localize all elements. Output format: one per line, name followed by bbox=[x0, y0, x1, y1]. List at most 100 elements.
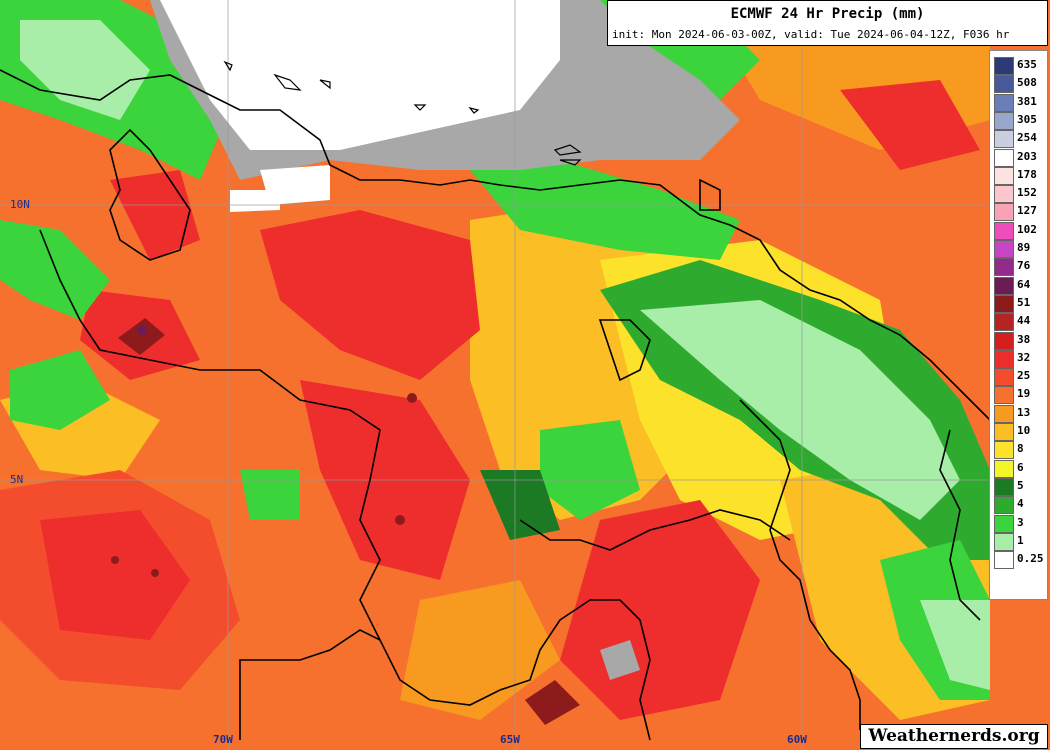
legend-row: 3 bbox=[990, 514, 1049, 533]
legend-label: 152 bbox=[1017, 186, 1037, 200]
legend-swatch bbox=[994, 368, 1014, 387]
legend-row: 127 bbox=[990, 203, 1049, 222]
trinidad bbox=[699, 178, 721, 211]
legend-label: 8 bbox=[1017, 442, 1024, 456]
legend-swatch bbox=[994, 404, 1014, 423]
legend-swatch bbox=[994, 386, 1014, 405]
legend-label: 178 bbox=[1017, 167, 1037, 181]
legend-label: 127 bbox=[1017, 204, 1037, 218]
lon-label-60w: 60W bbox=[787, 733, 807, 746]
legend-swatch bbox=[994, 313, 1014, 332]
legend-label: 381 bbox=[1017, 94, 1037, 108]
map-title-box: ECMWF 24 Hr Precip (mm) init: Mon 2024-0… bbox=[607, 0, 1048, 46]
legend-row: 635 bbox=[990, 57, 1049, 75]
guyana-suriname-border bbox=[939, 429, 981, 621]
legend-row: 44 bbox=[990, 313, 1049, 332]
legend-label: 32 bbox=[1017, 350, 1031, 364]
legend-label: 1 bbox=[1017, 533, 1024, 547]
legend-swatch bbox=[994, 551, 1014, 570]
legend-swatch bbox=[994, 331, 1014, 350]
legend-swatch bbox=[994, 496, 1014, 515]
legend-row: 254 bbox=[990, 130, 1049, 149]
legend-row: 5 bbox=[990, 477, 1049, 496]
map-subtitle: init: Mon 2024-06-03-00Z, valid: Tue 202… bbox=[612, 28, 1010, 41]
legend-swatch bbox=[994, 203, 1014, 222]
legend-swatch bbox=[994, 240, 1014, 258]
maracaibo-lake bbox=[109, 128, 191, 261]
legend-swatch bbox=[994, 130, 1014, 149]
legend-label: 38 bbox=[1017, 332, 1031, 346]
legend-label: 0.25 bbox=[1017, 552, 1044, 566]
legend-swatch bbox=[994, 75, 1014, 94]
legend-row: 25 bbox=[990, 368, 1049, 387]
coastlines-borders bbox=[0, 69, 991, 741]
legend-label: 44 bbox=[1017, 314, 1031, 328]
map-title: ECMWF 24 Hr Precip (mm) bbox=[730, 6, 925, 22]
brazil-border bbox=[519, 509, 791, 551]
legend-row: 38 bbox=[990, 331, 1049, 350]
lat-label-10n: 10N bbox=[10, 198, 30, 211]
legend-row: 102 bbox=[990, 221, 1049, 240]
precip-legend: 635 508 381 305 254 203 178 152 127 102 89 76 64 51 44… bbox=[989, 50, 1048, 600]
legend-label: 76 bbox=[1017, 259, 1031, 273]
legend-swatch bbox=[994, 93, 1014, 112]
legend-swatch bbox=[994, 423, 1014, 441]
orinoco-delta bbox=[598, 319, 651, 382]
caribbean-coast bbox=[0, 69, 991, 421]
lon-label-70w: 70W bbox=[213, 733, 233, 746]
colombia-venezuela-border bbox=[39, 229, 651, 741]
lon-label-65w: 65W bbox=[500, 733, 520, 746]
legend-row: 76 bbox=[990, 258, 1049, 277]
legend-swatch bbox=[994, 148, 1014, 167]
legend-swatch bbox=[994, 294, 1014, 313]
venezuela-guyana-border bbox=[739, 399, 861, 730]
legend-label: 51 bbox=[1017, 295, 1031, 309]
legend-swatch bbox=[994, 349, 1014, 368]
legend-swatch bbox=[994, 477, 1014, 496]
islands bbox=[223, 60, 582, 166]
legend-row: 178 bbox=[990, 166, 1049, 185]
legend-label: 254 bbox=[1017, 131, 1037, 145]
legend-row: 381 bbox=[990, 93, 1049, 112]
legend-row: 6 bbox=[990, 459, 1049, 478]
legend-swatch bbox=[994, 459, 1014, 478]
legend-row: 1 bbox=[990, 532, 1049, 551]
legend-row: 508 bbox=[990, 75, 1049, 94]
legend-label: 5 bbox=[1017, 478, 1024, 492]
legend-row: 64 bbox=[990, 276, 1049, 295]
legend-row: 0.25 bbox=[990, 551, 1049, 570]
legend-row: 13 bbox=[990, 404, 1049, 423]
legend-swatch bbox=[994, 166, 1014, 185]
legend-row: 203 bbox=[990, 148, 1049, 167]
legend-label: 19 bbox=[1017, 387, 1031, 401]
legend-row: 51 bbox=[990, 294, 1049, 313]
legend-label: 508 bbox=[1017, 76, 1037, 90]
legend-swatch bbox=[994, 441, 1014, 460]
legend-row: 4 bbox=[990, 496, 1049, 515]
legend-swatch bbox=[994, 111, 1014, 130]
legend-swatch bbox=[994, 276, 1014, 295]
lat-label-5n: 5N bbox=[10, 473, 24, 486]
legend-label: 6 bbox=[1017, 460, 1024, 474]
legend-row: 305 bbox=[990, 111, 1049, 130]
legend-label: 102 bbox=[1017, 222, 1037, 236]
legend-row: 8 bbox=[990, 441, 1049, 460]
legend-swatch bbox=[994, 532, 1014, 551]
legend-label: 203 bbox=[1017, 149, 1037, 163]
legend-label: 4 bbox=[1017, 497, 1024, 511]
legend-row: 32 bbox=[990, 349, 1049, 368]
precip-dry-zones bbox=[150, 0, 740, 212]
legend-label: 635 bbox=[1017, 58, 1037, 71]
legend-swatch bbox=[994, 514, 1014, 533]
brand-watermark: Weathernerds.org bbox=[860, 724, 1048, 749]
legend-label: 305 bbox=[1017, 112, 1037, 126]
southern-border-west bbox=[239, 629, 381, 740]
precip-maxima bbox=[111, 318, 640, 725]
legend-label: 25 bbox=[1017, 369, 1031, 383]
graticule bbox=[0, 0, 990, 750]
legend-label: 64 bbox=[1017, 277, 1031, 291]
legend-row: 19 bbox=[990, 386, 1049, 405]
legend-row: 10 bbox=[990, 423, 1049, 441]
legend-label: 89 bbox=[1017, 241, 1031, 254]
